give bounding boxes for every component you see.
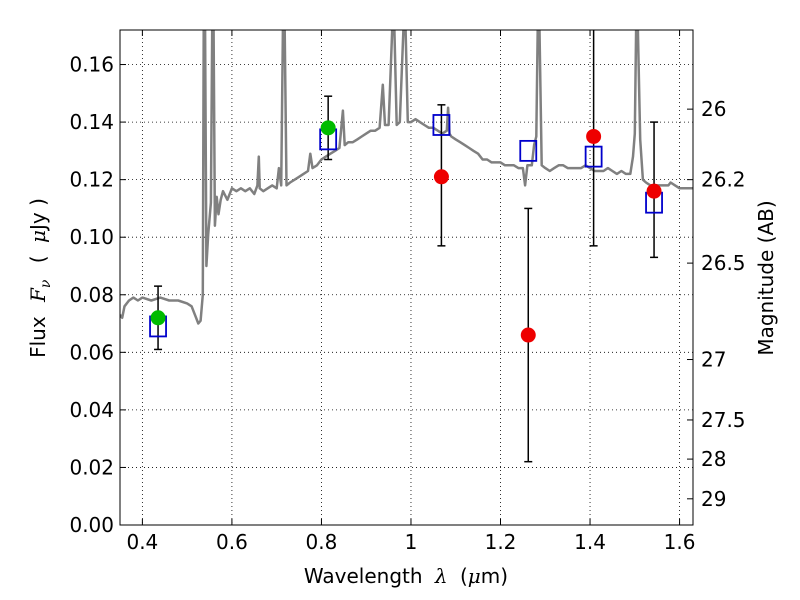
grid [120,30,693,525]
green-data-point [320,120,336,136]
y-tick-label: 0.10 [69,225,114,249]
x-tick-label: 1.2 [485,530,517,554]
model-square-marker [519,139,538,162]
x-tick-labels: 0.4 0.6 0.8 1 1.2 1.4 1.6 [126,530,695,554]
model-square-marker [584,145,603,168]
y-tick-label: 0.14 [69,110,114,134]
y-tick-label: 0.16 [69,53,114,77]
right-tick-label: 28 [701,447,726,471]
red-data-point [520,327,536,343]
model-photometry-squares [149,114,663,338]
y-axis-label-left: Flux Fν ( μJy ) [26,198,55,358]
right-tick-label: 26.2 [701,168,746,192]
y-axis-label-right: Magnitude (AB) [754,200,778,355]
spectrum-layer [120,30,693,325]
right-tick-label: 27 [701,348,726,372]
observed-photometry-points [150,120,662,343]
right-tick-label: 26.5 [701,251,746,275]
y-tick-label: 0.06 [69,340,114,364]
y-tick-labels: 0.00 0.02 0.04 0.06 0.08 0.10 0.12 0.14 0.16 [69,53,114,537]
y-tick-label: 0.04 [69,398,114,422]
green-data-point [150,310,166,326]
right-tick-label: 26 [701,97,726,121]
y-tick-label: 0.08 [69,283,114,307]
right-tick-label: 27.5 [701,408,746,432]
red-data-point [646,183,662,199]
right-tick-label: 29 [701,487,726,511]
model-square-marker [432,114,451,136]
red-data-point [586,128,602,144]
x-tick-label: 1.6 [664,530,696,554]
red-data-point [433,169,449,185]
y-tick-label: 0.00 [69,513,114,537]
x-tick-label: 0.6 [216,530,248,554]
plot-frame [119,29,694,526]
x-axis-label: Wavelength λ (μm) [304,564,508,588]
y-tick-label: 0.02 [69,455,114,479]
x-tick-label: 1 [405,530,418,554]
axis-ticks [120,30,693,526]
right-tick-labels: 26 26.2 26.5 27 27.5 28 29 [701,97,746,511]
y-tick-label: 0.12 [69,168,114,192]
x-tick-label: 0.8 [306,530,338,554]
spectrum-line [120,30,693,325]
x-tick-label: 0.4 [126,530,158,554]
x-tick-label: 1.4 [574,530,606,554]
